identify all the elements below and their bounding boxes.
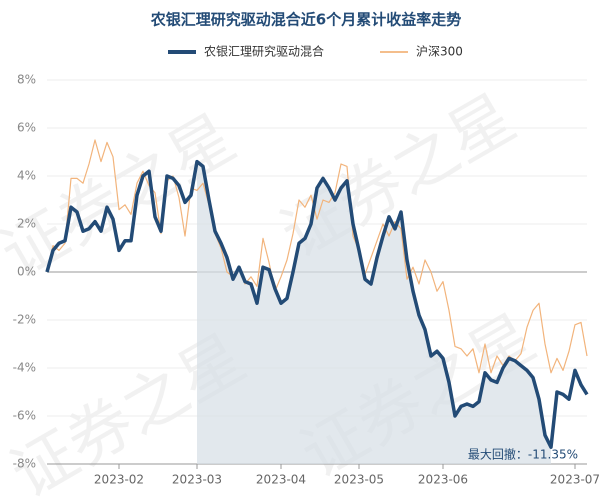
y-tick-label: -2% <box>13 313 36 327</box>
y-tick-label: -4% <box>13 361 36 375</box>
y-tick-label: 0% <box>17 265 36 279</box>
legend-label: 沪深300 <box>416 45 463 59</box>
chart-title: 农银汇理研究驱动混合近6个月累计收益率走势 <box>150 11 461 29</box>
drawdown-area <box>197 161 551 464</box>
y-tick-label: 2% <box>17 217 36 231</box>
x-tick-label: 2023-07 <box>550 473 600 487</box>
x-tick-label: 2023-05 <box>334 473 384 487</box>
y-tick-label: -8% <box>13 457 36 471</box>
x-tick-label: 2023-03 <box>172 473 222 487</box>
y-tick-label: 8% <box>17 73 36 87</box>
series-line <box>46 139 588 374</box>
x-tick-label: 2023-04 <box>256 473 306 487</box>
y-tick-label: 6% <box>17 121 36 135</box>
y-tick-label: 4% <box>17 169 36 183</box>
annotation: 最大回撤：-11.35% <box>468 447 578 462</box>
x-tick-label: 2023-02 <box>94 473 144 487</box>
x-tick-label: 2023-06 <box>418 473 468 487</box>
y-tick-label: -6% <box>13 409 36 423</box>
legend-label: 农银汇理研究驱动混合 <box>204 44 324 59</box>
series-line <box>45 159 589 449</box>
